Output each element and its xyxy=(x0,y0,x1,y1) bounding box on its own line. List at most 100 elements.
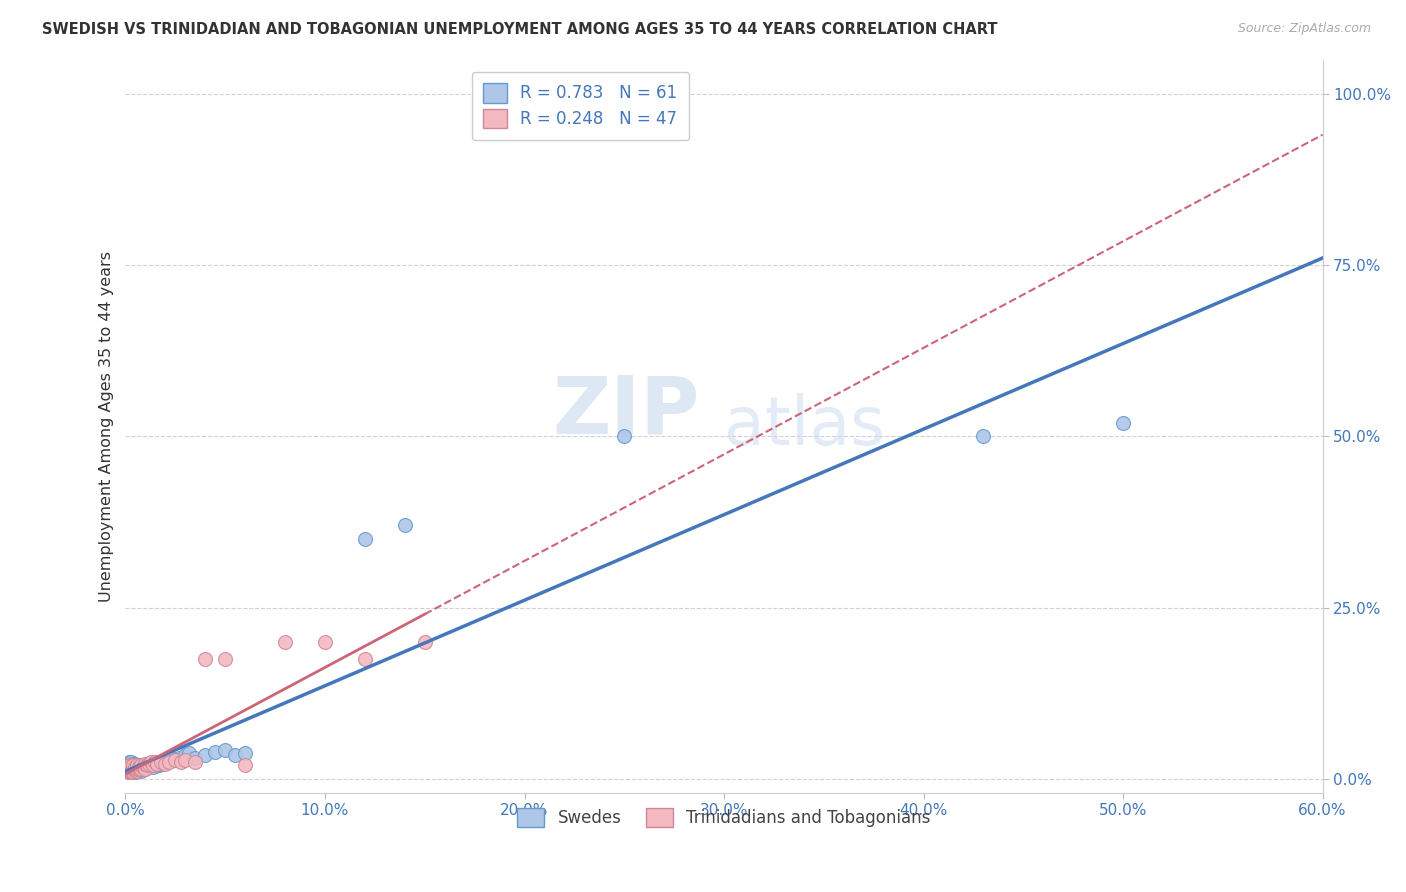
Point xyxy=(150,755,173,769)
Point xyxy=(142,759,165,773)
Point xyxy=(354,532,377,546)
Point xyxy=(146,756,169,771)
Point xyxy=(136,759,159,773)
Point xyxy=(156,753,179,767)
Point xyxy=(120,756,142,771)
Point xyxy=(124,762,146,776)
Point xyxy=(117,762,139,776)
Text: Source: ZipAtlas.com: Source: ZipAtlas.com xyxy=(1237,22,1371,36)
Point xyxy=(124,764,146,778)
Point xyxy=(118,758,141,772)
Point xyxy=(120,762,142,776)
Point xyxy=(124,756,146,771)
Point xyxy=(131,762,153,776)
Y-axis label: Unemployment Among Ages 35 to 44 years: Unemployment Among Ages 35 to 44 years xyxy=(100,251,114,601)
Point xyxy=(124,765,146,780)
Point xyxy=(354,652,377,666)
Point xyxy=(124,759,146,773)
Point xyxy=(157,755,180,769)
Point xyxy=(274,635,297,649)
Point xyxy=(127,758,149,772)
Legend: Swedes, Trinidadians and Tobagonians: Swedes, Trinidadians and Tobagonians xyxy=(509,800,939,836)
Point xyxy=(214,652,236,666)
Point xyxy=(148,758,170,772)
Point xyxy=(131,764,153,778)
Point xyxy=(120,764,142,778)
Point xyxy=(122,758,145,772)
Point xyxy=(118,756,141,771)
Point xyxy=(132,759,155,773)
Point xyxy=(122,762,145,776)
Point xyxy=(118,755,141,769)
Point xyxy=(169,751,191,765)
Point xyxy=(194,747,217,762)
Point xyxy=(127,758,149,772)
Point xyxy=(118,762,141,776)
Point xyxy=(122,759,145,773)
Point xyxy=(117,759,139,773)
Point xyxy=(118,759,141,773)
Point xyxy=(146,756,169,771)
Point xyxy=(233,758,256,772)
Point xyxy=(138,758,160,772)
Point xyxy=(142,758,165,772)
Point xyxy=(155,755,177,769)
Point xyxy=(118,762,141,776)
Text: atlas: atlas xyxy=(724,393,884,459)
Point xyxy=(314,635,336,649)
Point xyxy=(118,764,141,778)
Point xyxy=(174,747,197,762)
Point xyxy=(117,758,139,772)
Point xyxy=(117,759,139,773)
Point xyxy=(120,765,142,780)
Point xyxy=(184,751,207,765)
Point xyxy=(122,756,145,771)
Point xyxy=(138,756,160,771)
Point xyxy=(117,764,139,778)
Point xyxy=(124,764,146,778)
Point xyxy=(131,758,153,772)
Point xyxy=(118,765,141,780)
Point xyxy=(155,756,177,771)
Point xyxy=(127,764,149,778)
Point xyxy=(194,652,217,666)
Point xyxy=(128,759,150,773)
Point xyxy=(120,758,142,772)
Point xyxy=(152,755,174,769)
Point xyxy=(132,759,155,773)
Point xyxy=(174,753,197,767)
Point xyxy=(160,751,183,765)
Point xyxy=(141,755,163,769)
Point xyxy=(413,635,436,649)
Point xyxy=(120,759,142,773)
Point xyxy=(122,762,145,776)
Point xyxy=(233,746,256,760)
Point xyxy=(170,755,193,769)
Point xyxy=(136,758,159,772)
Point xyxy=(124,759,146,773)
Point xyxy=(224,747,246,762)
Point xyxy=(122,765,145,780)
Point xyxy=(128,759,150,773)
Point xyxy=(120,762,142,776)
Point xyxy=(141,756,163,771)
Text: SWEDISH VS TRINIDADIAN AND TOBAGONIAN UNEMPLOYMENT AMONG AGES 35 TO 44 YEARS COR: SWEDISH VS TRINIDADIAN AND TOBAGONIAN UN… xyxy=(42,22,998,37)
Point xyxy=(127,764,149,778)
Point xyxy=(394,518,416,533)
Point xyxy=(165,753,187,767)
Point xyxy=(128,762,150,776)
Point xyxy=(613,429,636,443)
Point xyxy=(972,429,994,443)
Point xyxy=(124,762,146,776)
Point xyxy=(150,756,173,771)
Point xyxy=(134,762,156,776)
Point xyxy=(117,762,139,776)
Point xyxy=(128,762,150,776)
Point xyxy=(120,764,142,778)
Point xyxy=(134,762,156,776)
Point xyxy=(184,755,207,769)
Point xyxy=(131,762,153,776)
Point xyxy=(214,743,236,757)
Point xyxy=(204,745,226,759)
Point xyxy=(165,753,187,767)
